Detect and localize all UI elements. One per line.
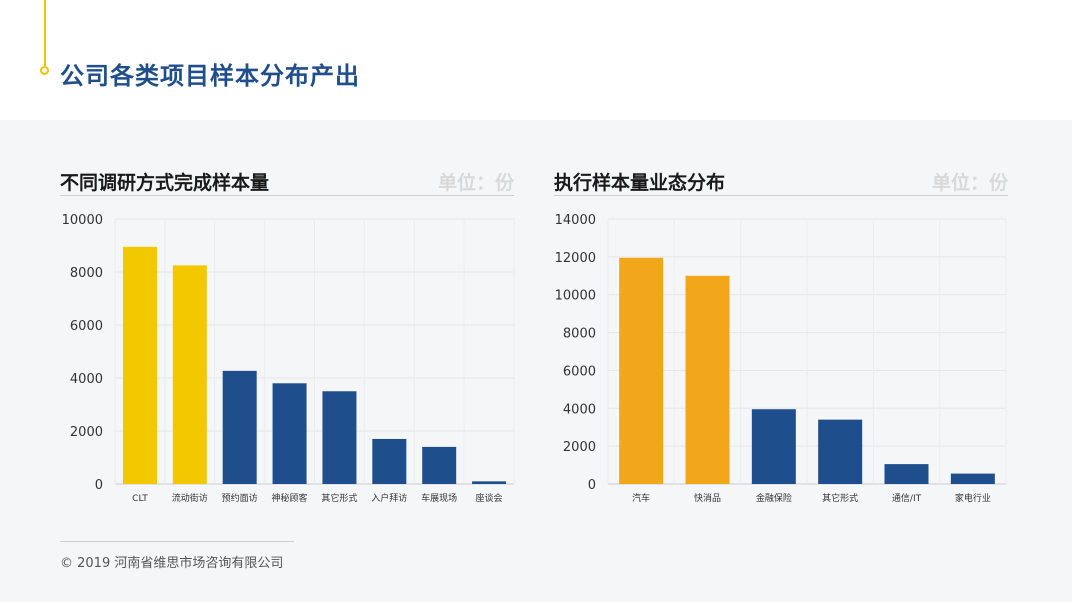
- accent-dot: [40, 66, 49, 75]
- header-band: 公司各类项目样本分布产出: [0, 0, 1072, 120]
- category-label: 神秘顾客: [272, 492, 308, 504]
- bar: [884, 464, 929, 484]
- y-tick-label: 2000: [70, 425, 103, 440]
- page-title: 公司各类项目样本分布产出: [60, 62, 360, 90]
- bar: [172, 265, 207, 484]
- y-tick-label: 10000: [62, 213, 103, 228]
- bar: [472, 481, 507, 484]
- category-label: 其它形式: [822, 492, 858, 504]
- bar: [322, 391, 357, 484]
- category-label: 金融保险: [756, 492, 792, 504]
- left-title-rule: [60, 195, 514, 196]
- category-label: 家电行业: [955, 492, 991, 504]
- left-chart-unit: 单位：份: [437, 172, 514, 194]
- category-label: 流动街访: [172, 492, 208, 504]
- bar: [685, 275, 730, 484]
- bar: [272, 383, 307, 484]
- y-tick-label: 0: [95, 478, 103, 493]
- bar: [818, 419, 863, 484]
- category-label: 入户拜访: [371, 492, 407, 504]
- category-label: 其它形式: [321, 492, 357, 504]
- category-label: 快消品: [694, 492, 721, 504]
- y-tick-label: 6000: [563, 364, 596, 379]
- bar: [222, 370, 257, 484]
- category-label: 车展现场: [421, 492, 457, 504]
- bar: [950, 473, 995, 484]
- footer-rule: [60, 541, 294, 542]
- y-tick-label: 10000: [555, 289, 596, 304]
- bar: [372, 438, 407, 484]
- left-chart-title: 不同调研方式完成样本量: [60, 172, 270, 194]
- y-tick-label: 8000: [563, 327, 596, 342]
- y-tick-label: 14000: [555, 213, 596, 228]
- footer-copyright: © 2019 河南省维思市场咨询有限公司: [60, 556, 284, 571]
- bar: [619, 257, 664, 484]
- y-tick-label: 8000: [70, 266, 103, 281]
- bar: [422, 446, 457, 484]
- y-tick-label: 6000: [70, 319, 103, 334]
- y-tick-label: 2000: [563, 440, 596, 455]
- accent-line: [44, 0, 46, 66]
- category-label: 座谈会: [476, 492, 503, 504]
- category-label: 汽车: [632, 492, 650, 504]
- right-chart-unit: 单位：份: [931, 172, 1008, 194]
- bar: [122, 246, 157, 484]
- bar: [751, 409, 796, 484]
- right-chart-title: 执行样本量业态分布: [554, 172, 726, 194]
- y-tick-label: 12000: [555, 251, 596, 266]
- y-tick-label: 4000: [70, 372, 103, 387]
- y-tick-label: 4000: [563, 402, 596, 417]
- y-tick-label: 0: [588, 478, 596, 493]
- category-label: 通信/IT: [892, 492, 922, 504]
- right-title-rule: [554, 195, 1008, 196]
- category-label: 预约面访: [222, 492, 258, 504]
- category-label: CLT: [132, 494, 148, 504]
